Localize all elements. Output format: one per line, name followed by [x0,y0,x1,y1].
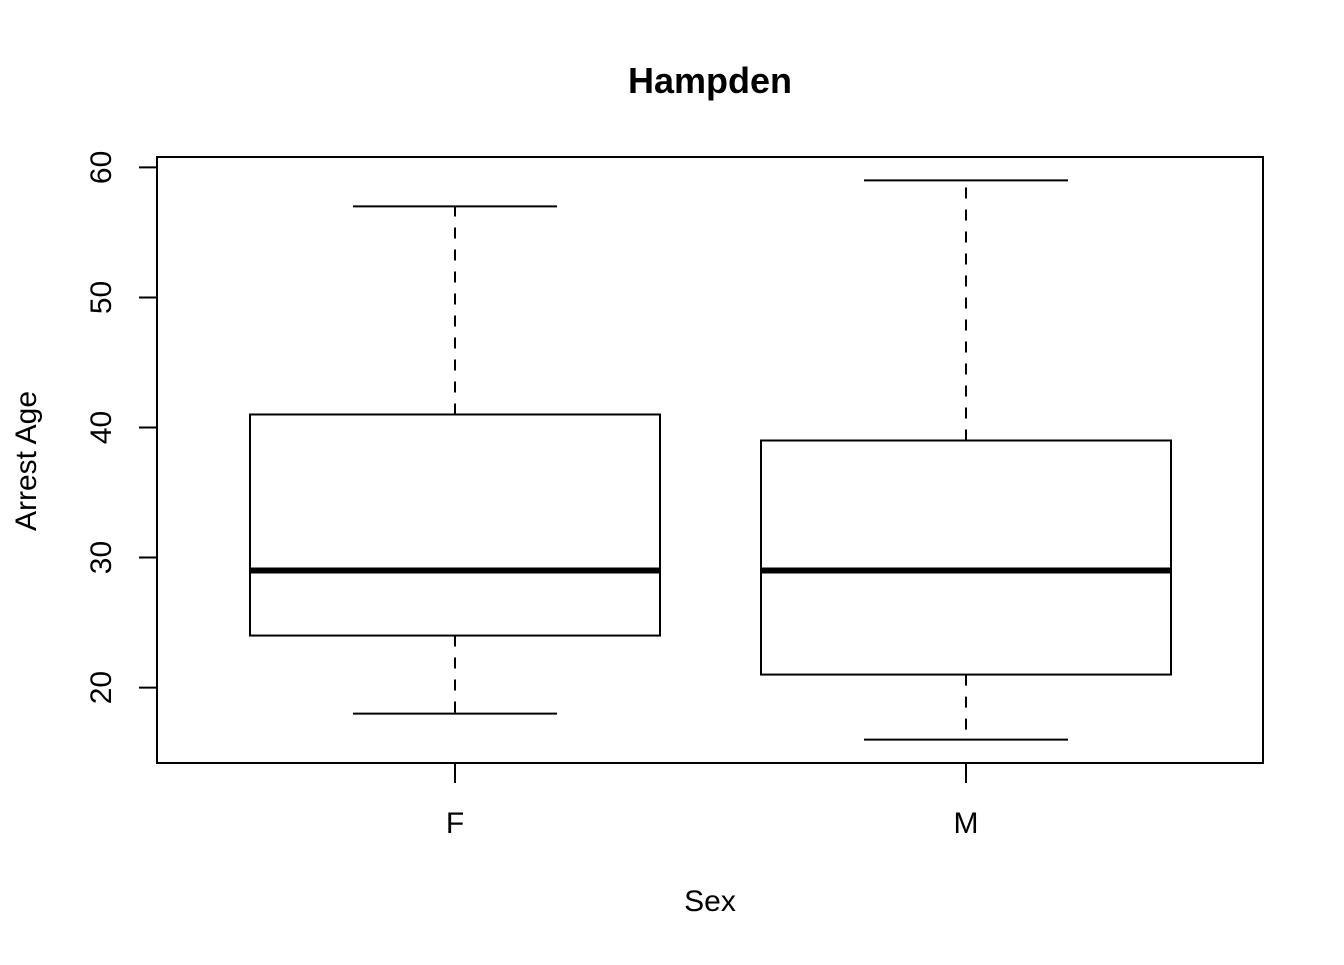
y-tick-label: 20 [85,671,118,704]
box-F [249,205,661,715]
y-tick-label: 30 [85,541,118,574]
box-M [760,179,1172,741]
x-tick-label: M [954,807,979,840]
x-tick-label: F [446,807,464,840]
iqr-box [760,439,1172,676]
y-tick-label: 40 [85,411,118,444]
y-axis-label: Arrest Age [10,391,43,531]
x-axis-label: Sex [684,885,736,918]
y-tick-label: 50 [85,281,118,314]
chart-title: Hampden [628,60,792,101]
y-tick-label: 60 [85,151,118,184]
y-axis: 20 30 40 50 60 [85,151,158,704]
iqr-box [249,413,661,637]
box-series [249,179,1172,741]
